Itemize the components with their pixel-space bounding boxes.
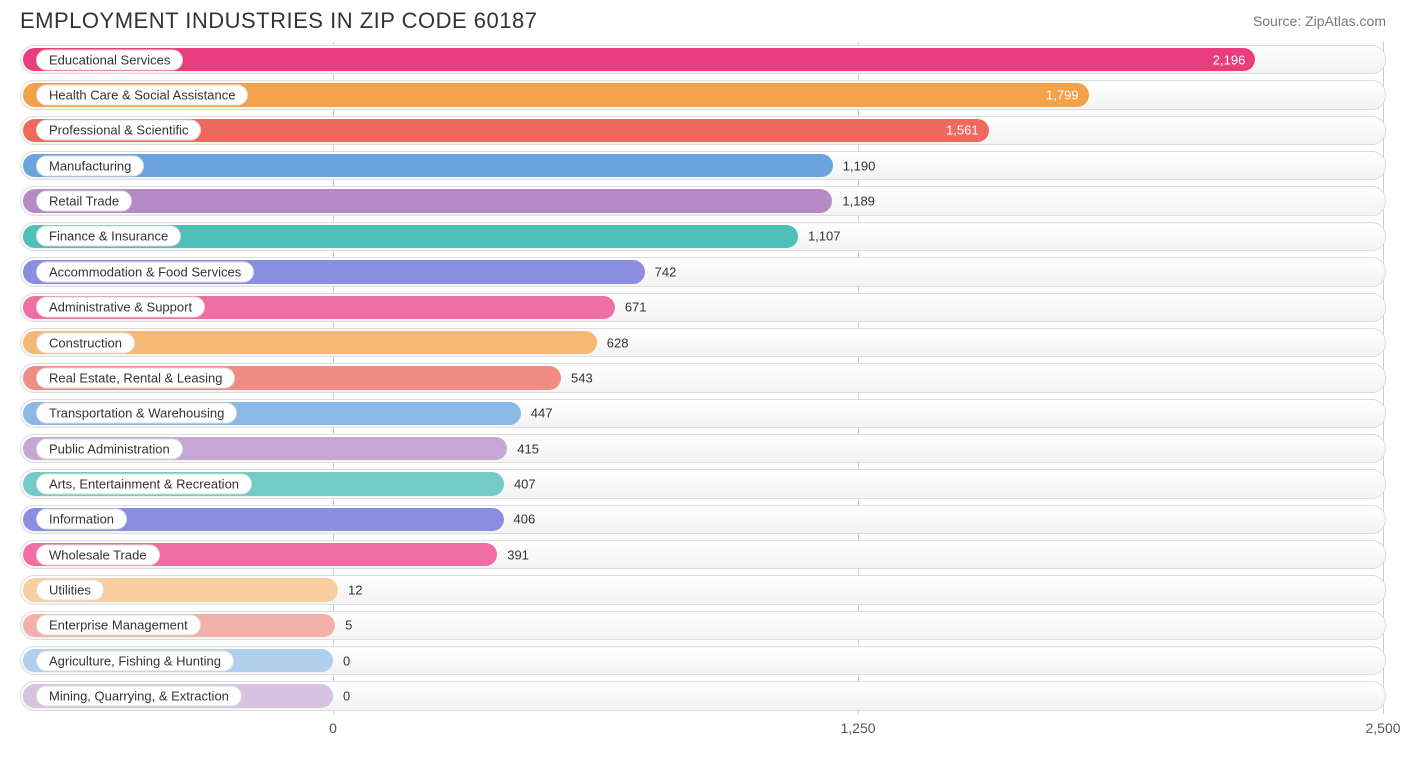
- chart-source: Source: ZipAtlas.com: [1253, 13, 1386, 29]
- value-label: 0: [343, 689, 350, 704]
- category-label: Arts, Entertainment & Recreation: [36, 473, 252, 494]
- value-label: 415: [517, 441, 539, 456]
- value-label: 406: [514, 512, 536, 527]
- category-label: Utilities: [36, 580, 104, 601]
- category-label: Public Administration: [36, 438, 183, 459]
- category-label: Mining, Quarrying, & Extraction: [36, 686, 242, 707]
- chart-header: EMPLOYMENT INDUSTRIES IN ZIP CODE 60187 …: [0, 0, 1406, 38]
- value-label: 1,799: [1046, 88, 1079, 103]
- category-label: Agriculture, Fishing & Hunting: [36, 650, 234, 671]
- category-label: Accommodation & Food Services: [36, 261, 254, 282]
- value-label: 742: [655, 264, 677, 279]
- value-label: 543: [571, 370, 593, 385]
- chart-row: Utilities 12: [20, 572, 1386, 607]
- x-tick-label: 0: [329, 720, 337, 736]
- category-label: Educational Services: [36, 49, 183, 70]
- category-label: Finance & Insurance: [36, 226, 181, 247]
- chart-row: Mining, Quarrying, & Extraction 0: [20, 678, 1386, 713]
- chart-row: Manufacturing 1,190: [20, 148, 1386, 183]
- value-label: 391: [507, 547, 529, 562]
- chart-row: Accommodation & Food Services 742: [20, 254, 1386, 289]
- category-label: Information: [36, 509, 127, 530]
- category-label: Manufacturing: [36, 155, 144, 176]
- bar: [23, 48, 1255, 71]
- x-axis: 01,2502,500: [20, 714, 1386, 742]
- chart-row: Wholesale Trade 391: [20, 537, 1386, 572]
- bar: [23, 154, 833, 177]
- value-label: 5: [345, 618, 352, 633]
- chart-row: Information 406: [20, 502, 1386, 537]
- chart-row: Arts, Entertainment & Recreation 407: [20, 466, 1386, 501]
- x-tick-label: 1,250: [840, 720, 875, 736]
- value-label: 2,196: [1213, 52, 1246, 67]
- chart-row: Educational Services 2,196: [20, 42, 1386, 77]
- chart-row: Professional & Scientific 1,561: [20, 113, 1386, 148]
- chart-row: Finance & Insurance 1,107: [20, 219, 1386, 254]
- chart-row: Health Care & Social Assistance 1,799: [20, 77, 1386, 112]
- x-tick-label: 2,500: [1365, 720, 1400, 736]
- chart-row: Agriculture, Fishing & Hunting 0: [20, 643, 1386, 678]
- chart-title: EMPLOYMENT INDUSTRIES IN ZIP CODE 60187: [20, 8, 538, 34]
- chart-area: Educational Services 2,196 Health Care & S…: [20, 42, 1386, 742]
- value-label: 1,190: [843, 158, 876, 173]
- value-label: 1,561: [946, 123, 979, 138]
- chart-row: Real Estate, Rental & Leasing 543: [20, 360, 1386, 395]
- value-label: 447: [531, 406, 553, 421]
- chart-row: Construction 628: [20, 325, 1386, 360]
- value-label: 1,189: [842, 194, 875, 209]
- chart-row: Administrative & Support 671: [20, 290, 1386, 325]
- value-label: 12: [348, 583, 362, 598]
- value-label: 0: [343, 653, 350, 668]
- category-label: Transportation & Warehousing: [36, 403, 237, 424]
- category-label: Professional & Scientific: [36, 120, 201, 141]
- chart-plot: Educational Services 2,196 Health Care & S…: [20, 42, 1386, 742]
- category-label: Enterprise Management: [36, 615, 201, 636]
- chart-row: Enterprise Management 5: [20, 608, 1386, 643]
- category-label: Construction: [36, 332, 135, 353]
- category-label: Health Care & Social Assistance: [36, 85, 248, 106]
- category-label: Administrative & Support: [36, 297, 205, 318]
- value-label: 1,107: [808, 229, 841, 244]
- value-label: 407: [514, 476, 536, 491]
- bar: [23, 189, 832, 212]
- category-label: Wholesale Trade: [36, 544, 160, 565]
- category-label: Real Estate, Rental & Leasing: [36, 367, 235, 388]
- chart-row: Retail Trade 1,189: [20, 183, 1386, 218]
- category-label: Retail Trade: [36, 191, 132, 212]
- value-label: 628: [607, 335, 629, 350]
- chart-row: Public Administration 415: [20, 431, 1386, 466]
- value-label: 671: [625, 300, 647, 315]
- chart-row: Transportation & Warehousing 447: [20, 396, 1386, 431]
